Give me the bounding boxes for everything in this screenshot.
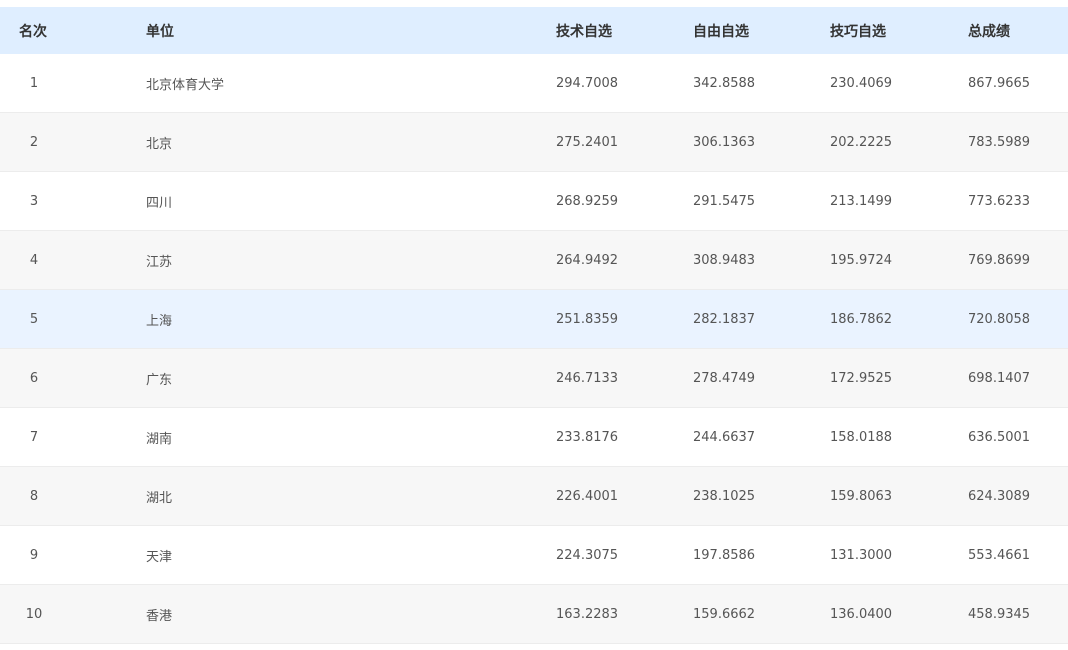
table-row: 5 上海 251.8359 282.1837 186.7862 720.8058 bbox=[0, 290, 1068, 349]
header-row: 名次 单位 技术自选 自由自选 技巧自选 总成绩 bbox=[0, 7, 1068, 54]
table-cell: 773.6233 bbox=[968, 193, 1031, 209]
table-cell: 195.9724 bbox=[830, 252, 893, 268]
table-row: 10 香港 163.2283 159.6662 136.0400 458.9345 bbox=[0, 585, 1068, 644]
table-cell: 867.9665 bbox=[968, 75, 1031, 91]
table-cell: 282.1837 bbox=[693, 311, 756, 327]
table-cell: 香港 bbox=[146, 608, 173, 624]
table-cell: 268.9259 bbox=[556, 193, 619, 209]
table-row: 6 广东 246.7133 278.4749 172.9525 698.1407 bbox=[0, 349, 1068, 408]
table-cell: 136.0400 bbox=[830, 606, 893, 622]
table-cell: 1 bbox=[29, 75, 39, 91]
table-cell: 北京体育大学 bbox=[146, 77, 225, 93]
header-cell: 单位 bbox=[146, 23, 174, 40]
table-cell: 458.9345 bbox=[968, 606, 1031, 622]
table-cell: 湖北 bbox=[146, 490, 173, 506]
table-cell: 163.2283 bbox=[556, 606, 619, 622]
table-cell: 720.8058 bbox=[968, 311, 1031, 327]
table-cell: 636.5001 bbox=[968, 429, 1031, 445]
table-cell: 308.9483 bbox=[693, 252, 756, 268]
table-row: 2 北京 275.2401 306.1363 202.2225 783.5989 bbox=[0, 113, 1068, 172]
table-cell: 172.9525 bbox=[830, 370, 893, 386]
table-cell: 294.7008 bbox=[556, 75, 619, 91]
table-cell: 3 bbox=[29, 193, 39, 209]
table-cell: 4 bbox=[29, 252, 39, 268]
table-cell: 769.8699 bbox=[968, 252, 1031, 268]
table-cell: 246.7133 bbox=[556, 370, 619, 386]
table-row: 7 湖南 233.8176 244.6637 158.0188 636.5001 bbox=[0, 408, 1068, 467]
table-cell: 2 bbox=[29, 134, 39, 150]
table-row: 9 天津 224.3075 197.8586 131.3000 553.4661 bbox=[0, 526, 1068, 585]
table-cell: 264.9492 bbox=[556, 252, 619, 268]
table-cell: 8 bbox=[29, 488, 39, 504]
table-cell: 275.2401 bbox=[556, 134, 619, 150]
table-cell: 6 bbox=[29, 370, 39, 386]
table-cell: 131.3000 bbox=[830, 547, 893, 563]
table-cell: 9 bbox=[29, 547, 39, 563]
table-row: 8 湖北 226.4001 238.1025 159.8063 624.3089 bbox=[0, 467, 1068, 526]
table-cell: 湖南 bbox=[146, 431, 173, 447]
table-cell: 186.7862 bbox=[830, 311, 893, 327]
table-cell: 238.1025 bbox=[693, 488, 756, 504]
table-row: 4 江苏 264.9492 308.9483 195.9724 769.8699 bbox=[0, 231, 1068, 290]
table-cell: 上海 bbox=[146, 313, 173, 329]
table-cell: 广东 bbox=[146, 372, 173, 388]
table-cell: 233.8176 bbox=[556, 429, 619, 445]
table-cell: 北京 bbox=[146, 136, 173, 152]
header-cell: 自由自选 bbox=[693, 23, 749, 40]
header-cell: 名次 bbox=[19, 23, 47, 40]
table-cell: 159.8063 bbox=[830, 488, 893, 504]
table-cell: 278.4749 bbox=[693, 370, 756, 386]
table-cell: 四川 bbox=[146, 195, 173, 211]
table-cell: 224.3075 bbox=[556, 547, 619, 563]
table-cell: 7 bbox=[29, 429, 39, 445]
table-cell: 江苏 bbox=[146, 254, 173, 270]
table-cell: 783.5989 bbox=[968, 134, 1031, 150]
table-cell: 342.8588 bbox=[693, 75, 756, 91]
table-cell: 230.4069 bbox=[830, 75, 893, 91]
table-cell: 251.8359 bbox=[556, 311, 619, 327]
table-cell: 10 bbox=[25, 606, 43, 622]
table-cell: 213.1499 bbox=[830, 193, 893, 209]
table-cell: 291.5475 bbox=[693, 193, 756, 209]
table-cell: 226.4001 bbox=[556, 488, 619, 504]
header-cell: 技巧自选 bbox=[830, 23, 886, 40]
table-cell: 306.1363 bbox=[693, 134, 756, 150]
table-cell: 624.3089 bbox=[968, 488, 1031, 504]
table-cell: 244.6637 bbox=[693, 429, 756, 445]
table-row: 1 北京体育大学 294.7008 342.8588 230.4069 867.9665 bbox=[0, 54, 1068, 113]
table-cell: 553.4661 bbox=[968, 547, 1031, 563]
table-cell: 159.6662 bbox=[693, 606, 756, 622]
table-cell: 5 bbox=[29, 311, 39, 327]
table-cell: 698.1407 bbox=[968, 370, 1031, 386]
table-row: 3 四川 268.9259 291.5475 213.1499 773.6233 bbox=[0, 172, 1068, 231]
header-cell: 总成绩 bbox=[968, 23, 1010, 40]
table-cell: 158.0188 bbox=[830, 429, 893, 445]
header-cell: 技术自选 bbox=[556, 23, 612, 40]
table-cell: 197.8586 bbox=[693, 547, 756, 563]
table-cell: 天津 bbox=[146, 549, 173, 565]
table-cell: 202.2225 bbox=[830, 134, 893, 150]
